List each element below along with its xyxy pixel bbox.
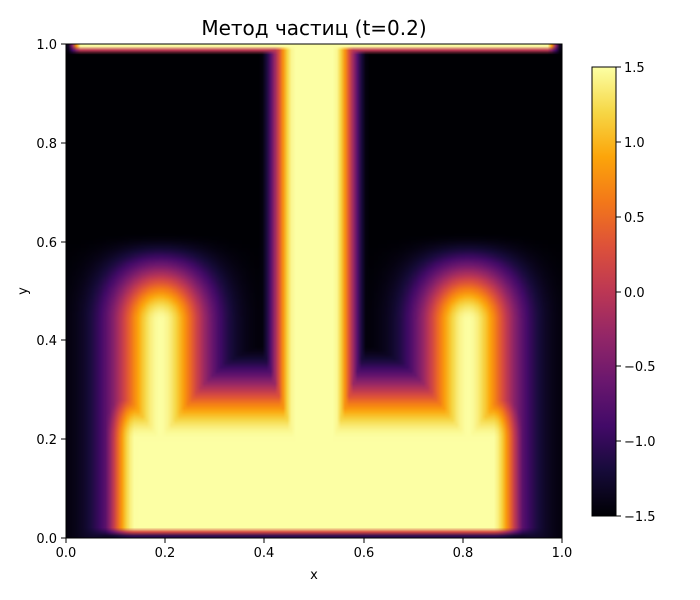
- y-tick-label: 0.8: [36, 137, 57, 152]
- y-tick: 0.2: [36, 433, 66, 448]
- colorbar-tick-label: −0.5: [624, 360, 656, 375]
- x-tick: 0.8: [453, 538, 474, 561]
- heatmap-area: [65, 43, 563, 539]
- heatmap-image: [66, 44, 562, 538]
- colorbar-tick-label: −1.0: [624, 435, 656, 450]
- y-tick: 1.0: [36, 38, 66, 53]
- colorbar-tick-label: 0.0: [624, 286, 645, 301]
- y-tick: 0.6: [36, 236, 66, 251]
- colorbar-tick: 0.5: [616, 211, 645, 226]
- plot-frame: [65, 43, 563, 539]
- y-tick-label: 0.4: [36, 334, 57, 349]
- x-tick-label: 0.8: [453, 546, 474, 561]
- x-tick: 0.6: [354, 538, 375, 561]
- colorbar: −1.5 −1.0 −0.5 0.0 0.5 1.0 1.5: [591, 61, 656, 525]
- x-axis-label: x: [310, 568, 318, 583]
- y-axis-label: y: [16, 287, 31, 295]
- y-tick-label: 1.0: [36, 38, 57, 53]
- colorbar-gradient: [591, 66, 617, 517]
- y-tick-label: 0.6: [36, 236, 57, 251]
- x-axis: 0.0 0.2 0.4 0.6 0.8 1.0 x: [56, 538, 573, 583]
- x-tick-label: 1.0: [552, 546, 573, 561]
- x-tick: 0.2: [155, 538, 176, 561]
- y-tick-label: 0.0: [36, 532, 57, 547]
- chart-title: Метод частиц (t=0.2): [201, 16, 426, 40]
- colorbar-tick-label: 1.5: [624, 61, 645, 76]
- x-tick: 0.4: [254, 538, 275, 561]
- x-tick: 0.0: [56, 538, 77, 561]
- x-tick-label: 0.2: [155, 546, 176, 561]
- x-tick: 1.0: [552, 538, 573, 561]
- y-tick-label: 0.2: [36, 433, 57, 448]
- colorbar-tick-label: 1.0: [624, 136, 645, 151]
- x-tick-label: 0.0: [56, 546, 77, 561]
- colorbar-tick-label: −1.5: [624, 510, 656, 525]
- y-tick: 0.8: [36, 137, 66, 152]
- y-axis: 0.0 0.2 0.4 0.6 0.8 1.0 y: [16, 38, 66, 547]
- x-tick-label: 0.4: [254, 546, 275, 561]
- colorbar-tick: −0.5: [616, 360, 656, 375]
- colorbar-tick: 0.0: [616, 286, 645, 301]
- y-tick: 0.0: [36, 532, 66, 547]
- colorbar-tick: 1.5: [616, 61, 645, 76]
- colorbar-tick-label: 0.5: [624, 211, 645, 226]
- colorbar-tick: −1.0: [616, 435, 656, 450]
- colorbar-tick: −1.5: [616, 510, 656, 525]
- y-tick: 0.4: [36, 334, 66, 349]
- x-tick-label: 0.6: [354, 546, 375, 561]
- colorbar-tick: 1.0: [616, 136, 645, 151]
